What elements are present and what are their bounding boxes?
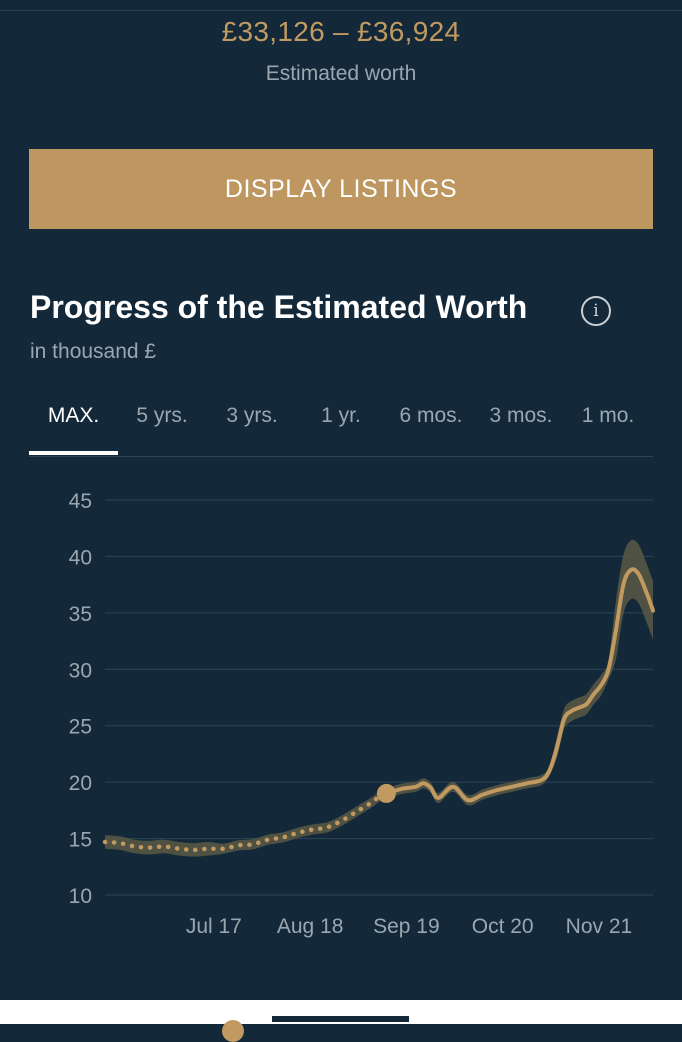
- tab-5-years[interactable]: 5 yrs.: [136, 404, 188, 427]
- bottom-sheet: [0, 1000, 682, 1042]
- section-subtitle: in thousand £: [30, 340, 157, 363]
- estimated-worth-range: £33,126 – £36,924: [221, 16, 461, 47]
- y-tick-label: 10: [69, 885, 92, 908]
- display-listings-button[interactable]: DISPLAY LISTINGS: [29, 149, 653, 229]
- x-tick-label: Jul 17: [186, 915, 242, 938]
- recent-worth-line: [384, 567, 655, 803]
- estimated-worth-label: Estimated worth: [265, 62, 417, 85]
- top-divider: [0, 0, 682, 11]
- confidence-band: [105, 539, 653, 857]
- y-tick-label: 25: [69, 716, 92, 739]
- tab-3-years[interactable]: 3 yrs.: [226, 404, 278, 427]
- y-tick-label: 45: [69, 490, 92, 513]
- tab-3-months[interactable]: 3 mos.: [489, 404, 553, 427]
- tab-1-year[interactable]: 1 yr.: [321, 404, 361, 427]
- current-point-marker: [376, 783, 396, 803]
- bottom-marker-dot: [222, 1020, 244, 1042]
- y-tick-label: 30: [69, 659, 92, 682]
- active-tab-indicator: [29, 451, 118, 455]
- info-icon[interactable]: i: [581, 296, 611, 326]
- y-tick-label: 15: [69, 829, 92, 852]
- time-range-tabs: MAX. 5 yrs. 3 yrs. 1 yr. 6 mos. 3 mos. 1…: [29, 392, 653, 457]
- y-tick-label: 40: [69, 546, 92, 569]
- tab-1-month[interactable]: 1 mo.: [581, 404, 635, 427]
- x-tick-label: Nov 21: [566, 915, 633, 938]
- tab-6-months[interactable]: 6 mos.: [399, 404, 463, 427]
- section-title: Progress of the Estimated Worth: [30, 289, 528, 325]
- y-tick-label: 35: [69, 603, 92, 626]
- y-tick-label: 20: [69, 772, 92, 795]
- bottom-sheet-handle[interactable]: [272, 1016, 409, 1022]
- x-tick-label: Sep 19: [373, 915, 440, 938]
- tab-max[interactable]: MAX.: [47, 404, 100, 427]
- x-tick-label: Aug 18: [277, 915, 344, 938]
- historic-worth-line: [102, 791, 389, 853]
- worth-line-chart: 10 15 20 25 30 35 40 45 Jul 17 Aug 18 Sep 19 Oct 20…: [69, 490, 655, 938]
- x-tick-label: Oct 20: [472, 915, 534, 938]
